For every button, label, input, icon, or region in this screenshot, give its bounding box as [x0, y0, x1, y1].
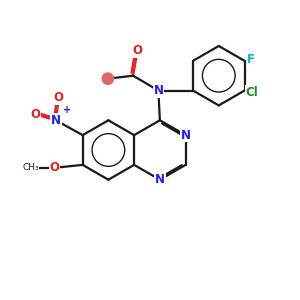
Text: N: N [51, 114, 61, 127]
Text: O: O [30, 108, 40, 121]
Text: Cl: Cl [246, 85, 258, 98]
Text: N: N [153, 84, 164, 97]
Text: CH₃: CH₃ [22, 163, 39, 172]
Text: N: N [155, 173, 165, 186]
Text: O: O [50, 161, 59, 174]
Text: +: + [63, 105, 71, 115]
Text: O: O [54, 92, 64, 104]
Text: N: N [181, 129, 190, 142]
Text: F: F [247, 53, 254, 66]
Circle shape [102, 73, 113, 84]
Text: O: O [133, 44, 142, 57]
